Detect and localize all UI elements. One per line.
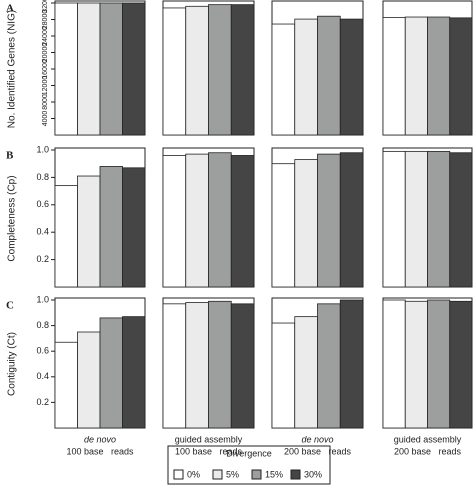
bar: [404, 16, 428, 136]
bar: [162, 7, 187, 136]
y-tick-label: 0.2: [36, 254, 49, 264]
bar: [339, 299, 364, 429]
bar: [449, 17, 473, 136]
y-tick-label: 16000: [42, 59, 49, 79]
bar: [230, 155, 255, 288]
y-axis-label: Completeness (Cp): [7, 175, 18, 261]
x-tick-label: de novo: [301, 434, 333, 444]
bar: [294, 159, 318, 288]
bar: [230, 4, 255, 136]
bar: [427, 16, 451, 136]
y-tick-label: 8000: [42, 94, 49, 110]
bar: [230, 303, 255, 429]
bar: [382, 299, 406, 429]
bar: [99, 317, 123, 429]
bar: [122, 316, 146, 429]
bar: [271, 322, 296, 429]
y-tick-label: 0.4: [36, 227, 49, 237]
bar: [185, 5, 209, 136]
bar: [99, 166, 123, 288]
bar: [99, 2, 123, 136]
bar: [382, 150, 406, 288]
legend-label: 15%: [265, 469, 283, 479]
legend-title: Divergence: [226, 448, 272, 458]
legend-label: 5%: [226, 469, 239, 479]
y-tick-label: 0.6: [36, 199, 49, 209]
legend-swatch: [251, 469, 262, 480]
panel-letter: A: [6, 3, 14, 15]
bar: [122, 2, 146, 136]
y-tick-label: 0.8: [36, 320, 49, 330]
bar: [427, 150, 451, 288]
bar: [162, 303, 187, 429]
bar: [317, 303, 341, 429]
y-tick-label: 0.4: [36, 371, 49, 381]
bar: [404, 300, 428, 429]
bar: [449, 300, 473, 429]
bar: [77, 175, 101, 288]
bar: [122, 167, 146, 288]
bar: [339, 152, 364, 288]
legend-swatch: [212, 469, 223, 480]
y-tick-label: 0.8: [36, 172, 49, 182]
bar: [77, 2, 101, 136]
x-tick-label: 200 base reads: [394, 446, 462, 456]
legend-label: 0%: [187, 469, 200, 479]
bar: [317, 153, 341, 288]
bar: [427, 299, 451, 429]
x-tick-label: 200 base reads: [284, 446, 352, 456]
y-tick-label: 1.0: [36, 294, 49, 304]
bar: [404, 150, 428, 288]
y-tick-label: 20000: [42, 43, 49, 63]
bar: [294, 316, 318, 429]
bar: [54, 341, 78, 429]
x-tick-label: guided assembly: [394, 434, 462, 444]
y-tick-label: 0.6: [36, 346, 49, 356]
y-tick-label: 32000: [42, 0, 49, 13]
panel-letter: C: [6, 300, 14, 312]
bar: [208, 152, 232, 288]
bar: [339, 18, 364, 136]
bar: [294, 18, 318, 136]
bar: [271, 163, 296, 288]
legend-swatch: [290, 469, 301, 480]
bar: [185, 153, 209, 288]
x-tick-label: 100 base reads: [175, 446, 243, 456]
y-tick-label: 0.2: [36, 397, 49, 407]
bar: [271, 23, 296, 136]
legend-label: 30%: [304, 469, 322, 479]
bar: [449, 152, 473, 288]
y-tick-label: 28000: [42, 10, 49, 30]
bar: [185, 302, 209, 429]
y-tick-label: 12000: [42, 76, 49, 96]
bar: [54, 2, 78, 136]
x-tick-label: 100 base reads: [66, 446, 134, 456]
bar: [208, 4, 232, 136]
y-tick-label: 4000: [42, 111, 49, 127]
y-tick-label: 1.0: [36, 144, 49, 154]
y-tick-label: 24000: [42, 26, 49, 46]
y-axis-label: No. Identified Genes (NIG): [7, 10, 18, 128]
legend-box: [167, 445, 331, 485]
bar: [208, 300, 232, 429]
x-tick-label: de novo: [84, 434, 116, 444]
bar: [162, 155, 187, 288]
y-axis-label: Contiguity (Ct): [7, 332, 18, 396]
bar: [382, 17, 406, 136]
bar: [317, 15, 341, 136]
bar: [77, 331, 101, 429]
x-tick-label: guided assembly: [175, 434, 243, 444]
bar: [54, 185, 78, 288]
legend-swatch: [173, 469, 184, 480]
panel-letter: B: [6, 150, 14, 162]
